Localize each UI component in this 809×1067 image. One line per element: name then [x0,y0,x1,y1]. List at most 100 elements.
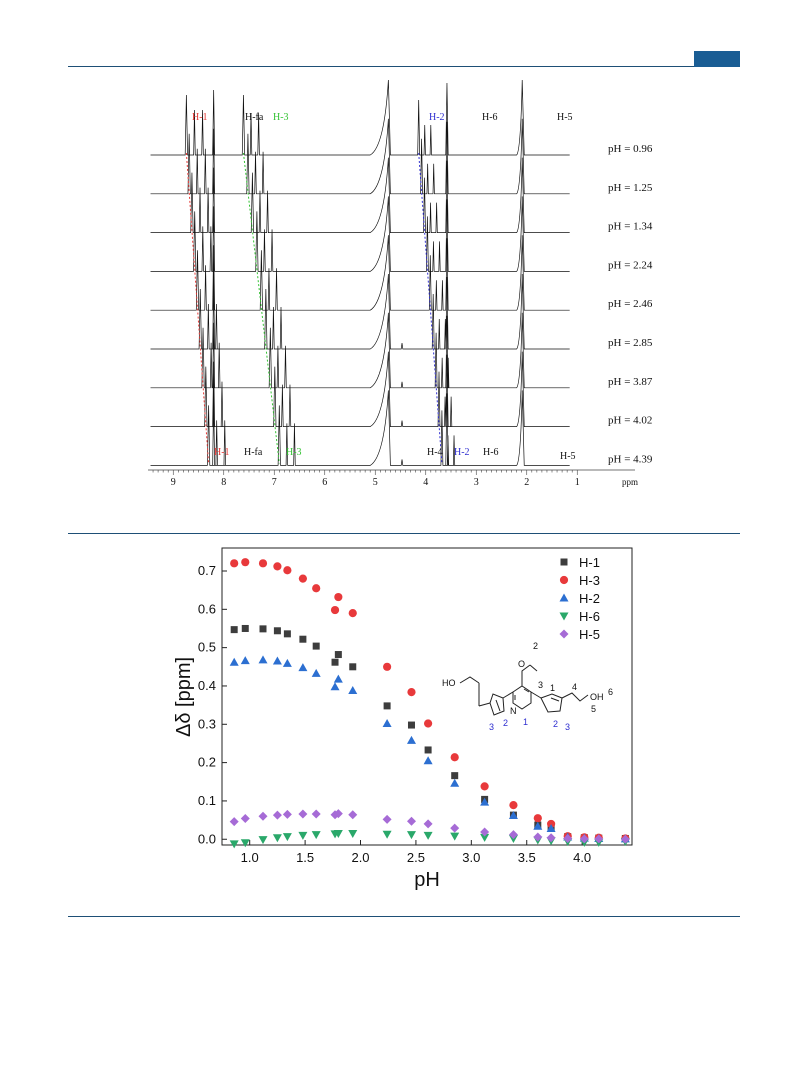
x-tick-label: 1.0 [241,850,259,865]
data-point [330,605,340,615]
x-tick-label: 3.5 [518,850,536,865]
nmr-ph-label: pH = 4.02 [608,415,652,427]
inset-num-n1: 1 [523,717,528,727]
data-point [282,658,292,667]
nmr-spectrum-trace [150,351,570,427]
nmr-ph-label: pH = 1.34 [608,221,653,233]
data-point [508,810,518,819]
nmr-spectrum-trace [150,235,570,311]
nmr-ph-label: pH = 4.39 [608,453,653,465]
nmr-axis-tick-label: 7 [272,477,277,488]
data-point [259,625,267,633]
data-point [283,566,292,575]
nmr-axis-unit: ppm [622,477,638,487]
data-point [383,662,392,671]
data-point [509,801,518,810]
data-point [312,584,321,593]
x-tick-label: 4.0 [573,850,591,865]
legend-label: H-1 [579,555,600,570]
nmr-trend-line-h1 [185,152,210,464]
nmr-ph-label: pH = 2.85 [608,337,653,349]
data-point [450,753,459,762]
y-tick-label: 0.0 [198,831,216,846]
data-point [407,721,415,729]
data-point [406,816,416,826]
legend-marker [559,629,569,639]
nmr-axis-tick-label: 3 [474,477,479,488]
data-point [230,559,239,568]
nmr-guide-lines [185,152,443,464]
series-h-1 [230,624,629,842]
data-point [283,630,291,638]
nmr-ph-label: pH = 2.24 [608,259,653,271]
y-axis-label: Δδ [ppm] [173,657,195,737]
data-point [424,719,433,728]
data-point [230,626,238,634]
legend-label: H-3 [579,573,600,588]
nmr-axis-tick-label: 2 [524,477,529,488]
inset-num-c6: 6 [608,687,613,697]
inset-num-c2: 2 [533,641,538,651]
nmr-spectrum-lines [150,79,570,466]
nmr-bottom-label-h4: H-4 [427,447,443,458]
data-point [423,756,433,765]
nmr-trend-line-h2 [418,152,443,464]
data-point [229,817,239,827]
nmr-spectrum-trace [150,273,570,350]
data-point [547,819,556,829]
nmr-spectrum-trace [150,157,570,233]
data-point [424,746,432,754]
data-point [480,827,490,837]
data-point [298,831,308,840]
legend-label: H-6 [579,609,600,624]
x-tick-label: 1.5 [296,850,314,865]
y-tick-label: 0.4 [198,678,216,693]
x-tick-label: 2.5 [407,850,425,865]
data-point [579,834,589,844]
y-tick-label: 0.3 [198,716,216,731]
data-point [258,836,268,845]
inset-num-n2: 2 [553,719,558,729]
nmr-top-label-h2: H-2 [429,112,445,123]
data-point [348,830,358,839]
data-point [333,830,343,839]
data-point [229,657,239,666]
data-point [349,663,357,671]
data-point [240,814,250,824]
data-point [240,839,250,848]
data-point [451,772,459,780]
nmr-bottom-label-h2: H-2 [454,447,470,458]
nmr-axis-tick-label: 9 [171,477,176,488]
delta-shift-vs-ph-chart: 1.0 1.5 2.0 2.5 3.0 3.5 4.0 0.0 0.1 0.2 0.3 0.4 0.5 0… [173,547,633,890]
y-tick-label: 0.1 [198,793,216,808]
data-point [594,834,604,844]
data-point [348,810,358,820]
nmr-bottom-label-h6: H-6 [483,447,499,458]
data-point [258,811,268,821]
plot-axis-ticks: 1.0 1.5 2.0 2.5 3.0 3.5 4.0 0.0 0.1 0.2 0.3 0.4 0.5 0… [198,563,591,865]
data-point [333,809,343,819]
nmr-spectrum-trace [150,196,570,272]
data-point [423,819,433,829]
nmr-bottom-label-hfa: H-fa [244,447,263,458]
inset-num-c1: 1 [550,683,555,693]
data-point [258,655,268,664]
data-point [282,809,292,819]
nmr-axis-tick-label: 5 [373,477,378,488]
nmr-ph-labels: pH = 0.96 pH = 1.25 pH = 1.34 pH = 2.24 pH =… [608,143,653,465]
data-point [298,809,308,819]
data-point [423,831,433,840]
data-point [311,831,321,840]
data-point [383,702,391,710]
data-point [272,656,282,665]
inset-label-oh: OH [590,692,604,702]
data-point [272,810,282,820]
legend-marker [559,575,569,585]
y-tick-label: 0.7 [198,563,216,578]
x-axis-label: pH [414,869,440,890]
header-rule [68,66,740,67]
data-point [258,559,268,568]
nmr-spectrum-trace [150,79,570,156]
nmr-top-label-h1: H-1 [192,112,208,123]
data-point [406,735,416,744]
